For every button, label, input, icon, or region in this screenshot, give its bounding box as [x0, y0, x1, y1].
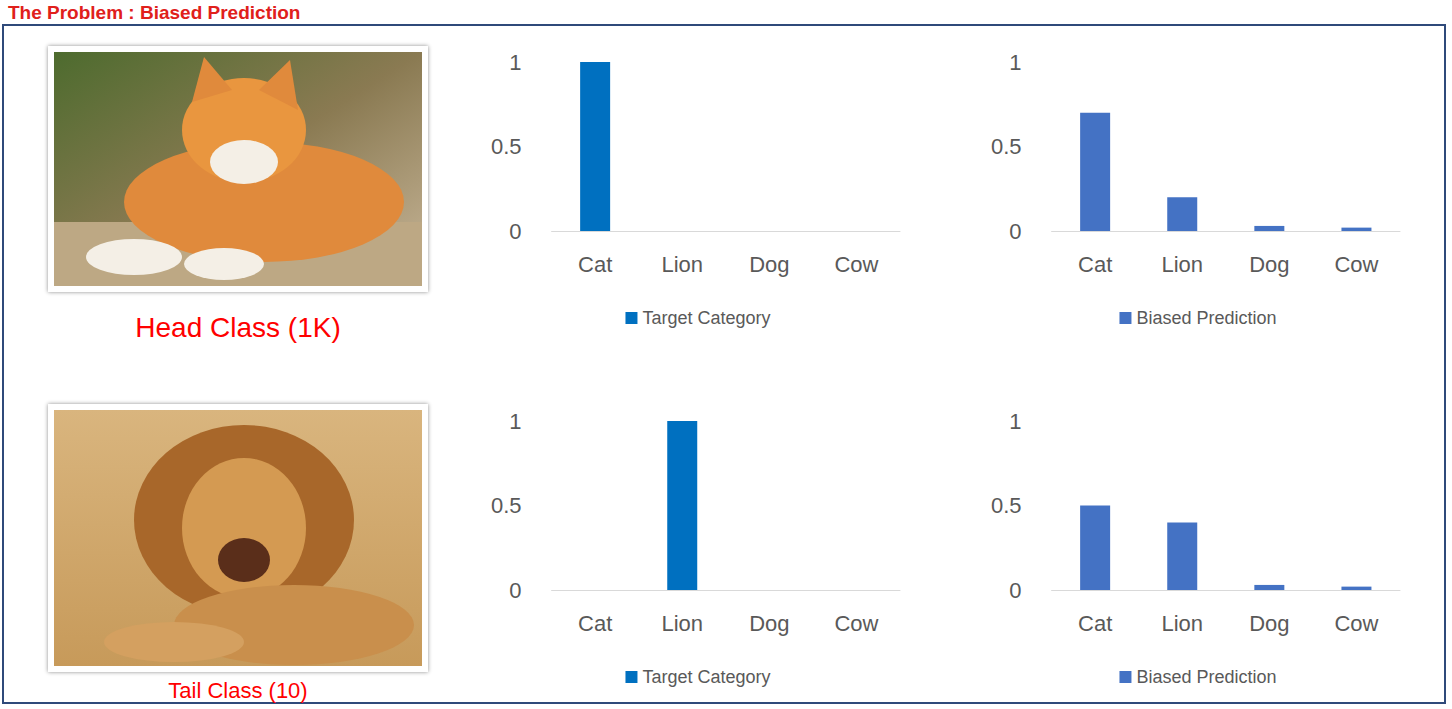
svg-text:1: 1	[509, 50, 521, 75]
svg-text:0.5: 0.5	[491, 134, 522, 159]
svg-text:0.5: 0.5	[491, 493, 522, 518]
svg-text:1: 1	[509, 409, 521, 434]
svg-text:Cow: Cow	[834, 252, 878, 277]
svg-text:Biased Prediction: Biased Prediction	[1136, 667, 1276, 687]
svg-text:0.5: 0.5	[991, 493, 1022, 518]
svg-text:Target Category: Target Category	[642, 308, 770, 328]
svg-text:Biased Prediction: Biased Prediction	[1136, 308, 1276, 328]
svg-text:Cow: Cow	[1334, 611, 1378, 636]
svg-text:0: 0	[1009, 578, 1021, 603]
svg-text:Target Category: Target Category	[642, 667, 770, 687]
svg-text:Lion: Lion	[1161, 611, 1203, 636]
svg-text:Cat: Cat	[1078, 611, 1112, 636]
svg-text:Lion: Lion	[661, 611, 703, 636]
svg-text:Dog: Dog	[749, 611, 789, 636]
svg-text:Lion: Lion	[661, 252, 703, 277]
svg-text:Lion: Lion	[1161, 252, 1203, 277]
svg-text:0.5: 0.5	[991, 134, 1022, 159]
svg-text:Dog: Dog	[1249, 252, 1289, 277]
svg-text:0: 0	[1009, 219, 1021, 244]
html-text:Tail Class (10): Tail Class (10)	[168, 678, 308, 703]
svg-text:1: 1	[1009, 50, 1021, 75]
svg-text:Cat: Cat	[578, 252, 612, 277]
svg-text:Dog: Dog	[1249, 611, 1289, 636]
html-text:The Problem : Biased Predictio: The Problem : Biased Prediction	[8, 2, 301, 23]
svg-text:Cat: Cat	[578, 611, 612, 636]
svg-text:Cat: Cat	[1078, 252, 1112, 277]
svg-text:Dog: Dog	[749, 252, 789, 277]
svg-text:Cow: Cow	[1334, 252, 1378, 277]
svg-text:0: 0	[509, 219, 521, 244]
html-text:Head Class (1K): Head Class (1K)	[135, 312, 341, 343]
svg-text:Cow: Cow	[834, 611, 878, 636]
svg-text:1: 1	[1009, 409, 1021, 434]
svg-text:0: 0	[509, 578, 521, 603]
